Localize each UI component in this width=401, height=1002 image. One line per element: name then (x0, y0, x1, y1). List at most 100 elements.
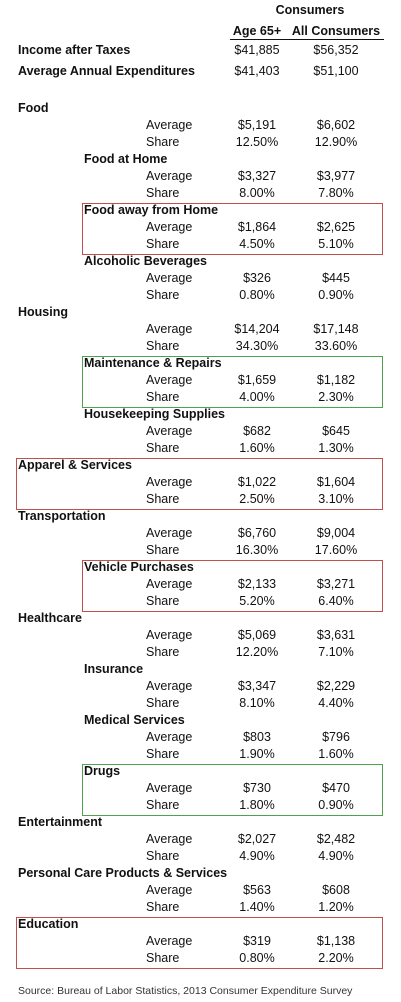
value-age65-average-food_away: $1,864 (237, 220, 277, 234)
col-all-header: All Consumers (291, 24, 381, 38)
row-label-average-education: Average (146, 934, 193, 948)
value-age65-average-personal: $563 (243, 883, 271, 897)
section-title-transportation: Transportation (18, 509, 106, 523)
value-age65-average-transportation: $6,760 (237, 526, 277, 540)
value-all-average-vehicle: $3,271 (316, 577, 356, 591)
row-label-average-insurance: Average (146, 679, 193, 693)
row-label-average-housing: Average (146, 322, 193, 336)
value-all-average-apparel: $1,604 (316, 475, 356, 489)
value-age65-average-maintenance: $1,659 (237, 373, 277, 387)
value-age65-share-medical: 1.90% (239, 747, 275, 761)
section-title-apparel: Apparel & Services (18, 458, 132, 472)
value-all-share-vehicle: 6.40% (318, 594, 354, 608)
section-title-food: Food (18, 101, 49, 115)
value-age65-share-entertainment: 4.90% (239, 849, 275, 863)
value-all-share-transportation: 17.60% (314, 543, 358, 557)
value-age65-share-apparel: 2.50% (239, 492, 275, 506)
expenditures-age65: $41,403 (234, 64, 280, 78)
expenditures-all: $51,100 (313, 64, 359, 78)
value-age65-average-apparel: $1,022 (237, 475, 277, 489)
value-age65-average-housing: $14,204 (234, 322, 280, 336)
section-title-food_home: Food at Home (84, 152, 168, 166)
value-all-share-insurance: 4.40% (318, 696, 354, 710)
value-all-average-insurance: $2,229 (316, 679, 356, 693)
value-age65-share-education: 0.80% (239, 951, 275, 965)
row-label-share-food: Share (146, 135, 180, 149)
value-all-average-housing: $17,148 (313, 322, 359, 336)
row-label-average-entertainment: Average (146, 832, 193, 846)
value-all-average-food_away: $2,625 (316, 220, 356, 234)
value-age65-average-insurance: $3,347 (237, 679, 277, 693)
expenditures-label: Average Annual Expenditures (18, 64, 195, 78)
value-all-share-healthcare: 7.10% (318, 645, 354, 659)
row-label-average-food_home: Average (146, 169, 193, 183)
row-label-average-food_away: Average (146, 220, 193, 234)
value-all-share-food_away: 5.10% (318, 237, 354, 251)
row-label-average-alcohol: Average (146, 271, 193, 285)
section-title-alcohol: Alcoholic Beverages (84, 254, 207, 268)
section-title-medical: Medical Services (84, 713, 185, 727)
row-label-average-food: Average (146, 118, 193, 132)
section-title-insurance: Insurance (84, 662, 144, 676)
row-label-average-transportation: Average (146, 526, 193, 540)
value-age65-share-housing: 34.30% (235, 339, 279, 353)
row-label-share-maintenance: Share (146, 390, 180, 404)
highlight-box-drugs (82, 764, 383, 816)
value-all-average-education: $1,138 (316, 934, 356, 948)
section-title-healthcare: Healthcare (18, 611, 82, 625)
value-age65-average-food_home: $3,327 (237, 169, 277, 183)
row-label-share-personal: Share (146, 900, 180, 914)
value-all-average-entertainment: $2,482 (316, 832, 356, 846)
value-all-share-food_home: 7.80% (318, 186, 354, 200)
row-label-average-vehicle: Average (146, 577, 193, 591)
value-age65-share-food_away: 4.50% (239, 237, 275, 251)
value-age65-share-insurance: 8.10% (239, 696, 275, 710)
row-label-share-insurance: Share (146, 696, 180, 710)
value-all-average-maintenance: $1,182 (316, 373, 356, 387)
row-label-share-food_away: Share (146, 237, 180, 251)
row-label-average-apparel: Average (146, 475, 193, 489)
row-label-share-apparel: Share (146, 492, 180, 506)
section-title-entertainment: Entertainment (18, 815, 103, 829)
value-age65-share-food: 12.50% (235, 135, 279, 149)
value-age65-share-housekeeping: 1.60% (239, 441, 275, 455)
row-label-share-education: Share (146, 951, 180, 965)
value-all-average-healthcare: $3,631 (316, 628, 356, 642)
value-age65-share-vehicle: 5.20% (239, 594, 275, 608)
row-label-average-drugs: Average (146, 781, 193, 795)
value-all-average-food: $6,602 (316, 118, 356, 132)
highlight-box-food-away (82, 203, 383, 255)
highlight-box-apparel (16, 458, 383, 510)
section-title-food_away: Food away from Home (84, 203, 219, 217)
value-age65-share-healthcare: 12.20% (235, 645, 279, 659)
row-label-share-housekeeping: Share (146, 441, 180, 455)
value-all-average-transportation: $9,004 (316, 526, 356, 540)
highlight-box-maintenance (82, 356, 383, 408)
highlight-box-education (16, 917, 383, 969)
row-label-share-drugs: Share (146, 798, 180, 812)
row-label-average-healthcare: Average (146, 628, 193, 642)
value-all-average-medical: $796 (322, 730, 350, 744)
section-title-drugs: Drugs (84, 764, 121, 778)
row-label-average-housekeeping: Average (146, 424, 193, 438)
value-age65-average-healthcare: $5,069 (237, 628, 277, 642)
value-age65-average-medical: $803 (243, 730, 271, 744)
value-age65-share-alcohol: 0.80% (239, 288, 275, 302)
section-title-education: Education (18, 917, 79, 931)
highlight-box-vehicle (82, 560, 383, 612)
row-label-share-food_home: Share (146, 186, 180, 200)
col-age65-header: Age 65+ (232, 24, 282, 38)
value-age65-average-vehicle: $2,133 (237, 577, 277, 591)
row-label-average-personal: Average (146, 883, 193, 897)
value-all-share-food: 12.90% (314, 135, 358, 149)
value-all-average-drugs: $470 (322, 781, 350, 795)
value-age65-average-food: $5,191 (237, 118, 277, 132)
value-age65-share-maintenance: 4.00% (239, 390, 275, 404)
value-age65-share-drugs: 1.80% (239, 798, 275, 812)
section-title-personal: Personal Care Products & Services (18, 866, 228, 880)
income-all: $56,352 (313, 43, 359, 57)
value-all-share-alcohol: 0.90% (318, 288, 354, 302)
section-title-housekeeping: Housekeeping Supplies (84, 407, 226, 421)
value-age65-average-alcohol: $326 (243, 271, 271, 285)
value-all-share-drugs: 0.90% (318, 798, 354, 812)
